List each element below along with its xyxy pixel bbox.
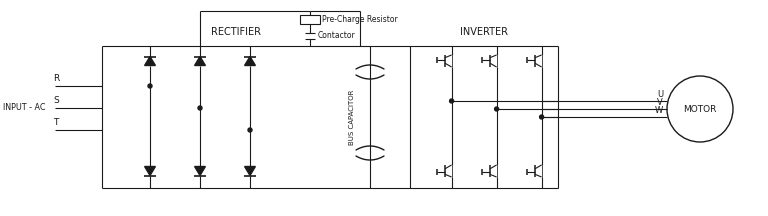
Text: U: U xyxy=(657,90,663,99)
Text: V: V xyxy=(657,98,663,107)
Text: Pre-Charge Resistor: Pre-Charge Resistor xyxy=(322,15,398,24)
Polygon shape xyxy=(244,57,256,65)
Text: S: S xyxy=(53,96,58,105)
Text: RECTIFIER: RECTIFIER xyxy=(211,27,261,37)
Text: T: T xyxy=(53,118,58,127)
Text: INVERTER: INVERTER xyxy=(460,27,508,37)
Polygon shape xyxy=(244,167,256,175)
Circle shape xyxy=(198,106,202,110)
Text: INPUT - AC: INPUT - AC xyxy=(3,103,45,113)
Circle shape xyxy=(248,128,252,132)
Text: BUS CAPACITOR: BUS CAPACITOR xyxy=(349,89,355,145)
Circle shape xyxy=(495,107,498,111)
Polygon shape xyxy=(144,57,155,65)
Bar xyxy=(300,15,320,24)
Polygon shape xyxy=(144,167,155,175)
Polygon shape xyxy=(194,167,205,175)
Text: R: R xyxy=(53,74,59,83)
Polygon shape xyxy=(194,57,205,65)
Text: Contactor: Contactor xyxy=(318,32,356,41)
Text: MOTOR: MOTOR xyxy=(684,105,717,113)
Circle shape xyxy=(148,84,152,88)
Text: W: W xyxy=(655,106,663,115)
Circle shape xyxy=(449,99,454,103)
Circle shape xyxy=(540,115,544,119)
